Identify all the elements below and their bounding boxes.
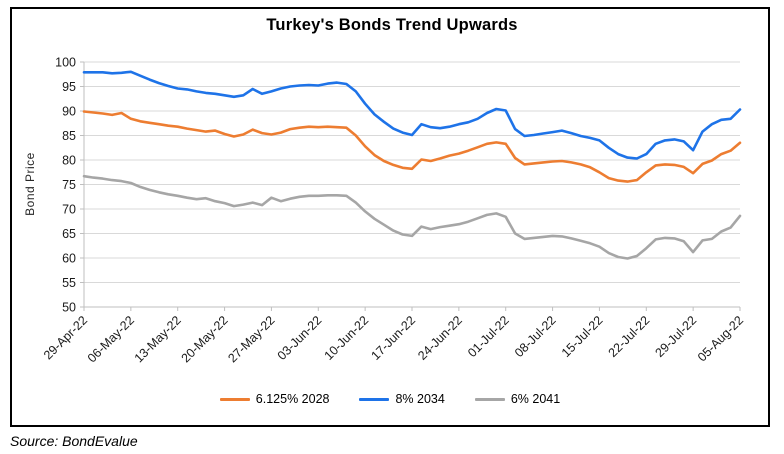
y-tick-label: 75 (62, 178, 76, 192)
y-tick-label: 95 (62, 80, 76, 94)
y-tick-label: 55 (62, 276, 76, 290)
legend-item: 8% 2034 (359, 392, 445, 406)
x-tick-label: 05-Aug-22 (695, 313, 746, 364)
y-tick-label: 65 (62, 227, 76, 241)
x-tick-label: 10-Jun-22 (322, 313, 372, 363)
series-line-6-2041 (82, 174, 742, 260)
y-tick-label: 60 (62, 252, 76, 266)
x-tick-label: 29-Jul-22 (653, 313, 700, 360)
y-tick-label: 85 (62, 129, 76, 143)
legend-item: 6.125% 2028 (219, 392, 330, 406)
legend-label: 6% 2041 (510, 392, 561, 406)
series-line-8-2034 (82, 70, 742, 160)
y-tick-label: 90 (62, 105, 76, 119)
x-tick-label: 17-Jun-22 (368, 313, 418, 363)
chart-frame (10, 7, 770, 427)
y-tick-label: 50 (62, 301, 76, 315)
x-tick-label: 24-Jun-22 (415, 313, 465, 363)
y-tick-label: 100 (55, 56, 76, 70)
legend-item: 6% 2041 (474, 392, 561, 406)
x-tick-label: 06-May-22 (85, 313, 137, 365)
legend-swatch (359, 397, 390, 401)
y-tick-label: 70 (62, 203, 76, 217)
chart-title: Turkey's Bonds Trend Upwards (266, 16, 518, 34)
legend-label: 8% 2034 (395, 392, 445, 406)
legend: 6.125% 2028 8% 2034 6% 2041 (12, 392, 768, 406)
x-tick-label: 03-Jun-22 (275, 313, 325, 363)
legend-swatch (474, 397, 505, 401)
x-tick-label: 20-May-22 (179, 313, 231, 365)
series-line-6-125-2028 (82, 110, 742, 183)
source-note: Source: BondEvalue (10, 433, 138, 449)
legend-swatch (219, 397, 250, 401)
x-tick-label: 08-Jul-22 (512, 313, 559, 360)
y-tick-label: 80 (62, 154, 76, 168)
legend-label: 6.125% 2028 (255, 392, 330, 406)
x-tick-label: 15-Jul-22 (559, 313, 606, 360)
x-tick-label: 29-Apr-22 (41, 313, 90, 362)
x-tick-label: 13-May-22 (132, 313, 184, 365)
x-tick-label: 01-Jul-22 (465, 313, 512, 360)
x-tick-label: 22-Jul-22 (606, 313, 653, 360)
x-tick-label: 27-May-22 (225, 313, 277, 365)
